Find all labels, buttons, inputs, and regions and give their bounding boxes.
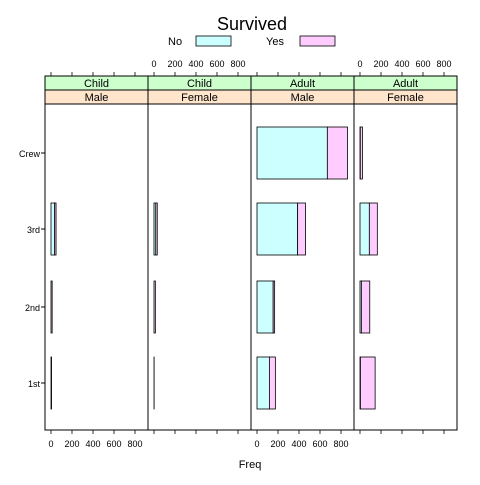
panel-child-female: Child Female [148,76,251,430]
bar-yes-3rd [369,203,377,255]
x-tick-label: 200 [64,439,79,449]
bar-no-3rd [257,203,298,255]
legend: No Yes [168,36,335,48]
strip-age-label: Adult [290,78,315,90]
x-axis-label: Freq [239,459,262,471]
x-tick-label: 400 [291,439,306,449]
bar-yes-2nd [154,281,155,333]
bar-no-1st [257,357,269,409]
panel-child-male: Child Male [45,76,148,430]
legend-swatch-yes [300,36,335,46]
strip-sex-label: Female [387,92,424,104]
x-tick-label: 600 [106,439,121,449]
x-tick-label: 800 [436,59,451,69]
bar-yes-1st [360,357,375,409]
chart-title: Survived [217,14,287,34]
panel-frame [148,104,251,430]
x-tick-label: 200 [373,59,388,69]
panel-frame [45,104,148,430]
y-tick-label-3rd: 3rd [27,225,40,235]
x-tick-label: 800 [333,439,348,449]
y-tick-label-2nd: 2nd [25,303,40,313]
bar-no-3rd [360,203,369,255]
x-tick-label: 0 [357,59,362,69]
y-tick-label-1st: 1st [28,379,41,389]
x-tick-label: 200 [167,59,182,69]
bar-yes-crew [360,127,362,179]
bar-yes-1st [269,357,275,409]
strip-age-label: Child [187,78,212,90]
bar-yes-2nd [51,281,52,333]
x-tick-label: 800 [230,59,245,69]
x-tick-label: 600 [209,59,224,69]
legend-swatch-no [196,36,231,46]
panel-adult-female: Adult Female [354,76,457,430]
x-tick-label: 800 [127,439,142,449]
bar-yes-3rd [298,203,306,255]
x-tick-label: 400 [85,439,100,449]
x-tick-label: 0 [254,439,259,449]
panel-adult-male: Adult Male [251,76,354,430]
bar-no-3rd [51,203,55,255]
bar-yes-2nd [361,281,369,333]
x-tick-label: 400 [188,59,203,69]
legend-label-no: No [168,36,182,48]
x-tick-label: 600 [312,439,327,449]
legend-label-yes: Yes [266,36,284,48]
bar-yes-3rd [55,203,56,255]
x-tick-label: 400 [394,59,409,69]
bar-yes-2nd [273,281,274,333]
bar-no-2nd [257,281,273,333]
bar-yes-3rd [156,203,157,255]
bar-yes-1st [51,357,52,409]
strip-sex-label: Female [181,92,218,104]
panels: Child Male Child Female Adult Male Adult Female… [19,59,457,449]
bar-no-crew [257,127,327,179]
strip-age-label: Child [84,78,109,90]
x-tick-label: 600 [415,59,430,69]
x-tick-label: 0 [48,439,53,449]
x-tick-label: 0 [151,59,156,69]
bar-yes-crew [327,127,347,179]
strip-sex-label: Male [85,92,109,104]
y-tick-label-crew: Crew [19,149,41,159]
strip-age-label: Adult [393,78,418,90]
strip-sex-label: Male [291,92,315,104]
x-tick-label: 200 [270,439,285,449]
